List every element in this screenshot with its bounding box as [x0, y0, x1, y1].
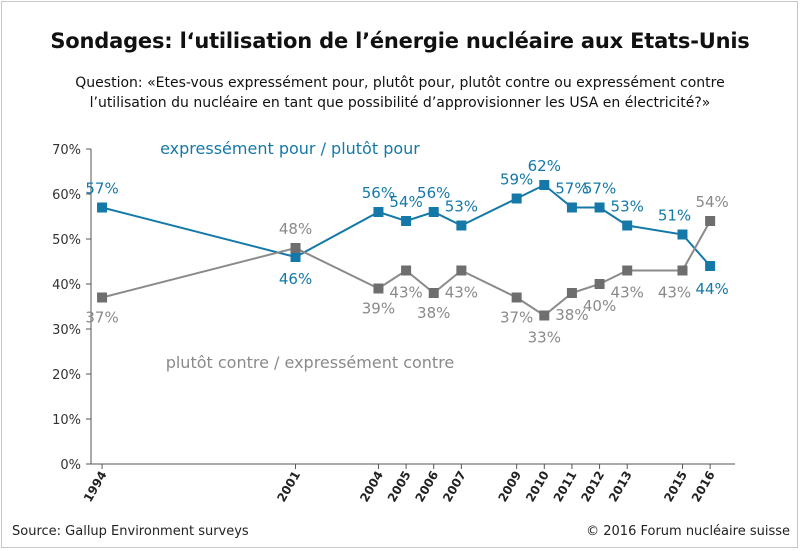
data-label: 62%	[528, 157, 561, 175]
data-point-marker	[401, 216, 412, 226]
x-tick-label: 2010	[523, 469, 552, 505]
data-point-marker	[428, 207, 439, 217]
y-tick-label: 50%	[52, 233, 81, 248]
data-point-marker	[677, 265, 688, 276]
data-label: 43%	[445, 284, 478, 302]
data-label: 43%	[611, 284, 644, 302]
x-tick-label: 2012	[578, 469, 607, 505]
x-tick-label: 2009	[495, 469, 524, 505]
data-label: 57%	[85, 180, 118, 198]
data-point-marker	[705, 216, 716, 226]
data-point-marker	[511, 292, 522, 303]
y-tick-label: 10%	[52, 413, 81, 428]
data-point-marker	[373, 283, 384, 294]
y-tick-label: 20%	[52, 368, 81, 383]
data-label: 48%	[279, 220, 312, 238]
data-point-marker	[677, 229, 688, 240]
data-point-marker	[290, 252, 301, 262]
survey-question-line-1: Question: «Etes-vous expressément pour, …	[75, 75, 725, 91]
series-label-1: expressément pour / plutôt pour	[160, 139, 420, 158]
data-label: 37%	[500, 309, 533, 327]
copyright-note: © 2016 Forum nucléaire suisse	[586, 524, 790, 539]
x-tick-label: 2005	[385, 469, 414, 505]
series-label-2: plutôt contre / expressément contre	[166, 353, 455, 372]
source-note: Source: Gallup Environment surveys	[12, 524, 249, 539]
data-label: 38%	[555, 306, 588, 324]
survey-question-line-2: l’utilisation du nucléaire en tant que p…	[89, 95, 711, 111]
data-point-marker	[705, 261, 716, 271]
data-point-marker	[401, 265, 412, 276]
y-tick-label: 30%	[52, 323, 81, 338]
data-label: 54%	[389, 193, 422, 211]
chart-title: Sondages: l‘utilisation de l’énergie nuc…	[50, 29, 750, 53]
data-label: 57%	[583, 180, 616, 198]
data-label: 33%	[528, 329, 561, 347]
x-tick-label: 2007	[440, 469, 469, 505]
x-tick-label: 2001	[274, 469, 303, 505]
data-label: 43%	[658, 284, 691, 302]
data-label: 44%	[695, 280, 728, 298]
data-point-marker	[456, 265, 467, 276]
data-point-marker	[622, 265, 633, 276]
y-tick-label: 70%	[52, 143, 81, 158]
y-tick-label: 0%	[60, 458, 81, 473]
data-point-marker	[622, 220, 633, 231]
data-point-marker	[428, 288, 439, 298]
x-tick-label: 2013	[606, 469, 635, 505]
data-point-marker	[290, 243, 301, 253]
y-tick-label: 40%	[52, 278, 81, 293]
data-label: 54%	[695, 193, 728, 211]
data-label: 53%	[445, 198, 478, 216]
data-point-marker	[539, 310, 550, 321]
data-label: 37%	[85, 309, 118, 327]
y-tick-label: 60%	[52, 188, 81, 203]
data-point-marker	[97, 202, 108, 213]
x-tick-label: 2004	[357, 469, 386, 505]
data-label: 56%	[417, 184, 450, 202]
x-tick-label: 2015	[661, 469, 690, 505]
x-tick-label: 2006	[413, 469, 442, 505]
data-point-marker	[566, 202, 577, 213]
data-label: 46%	[279, 270, 312, 288]
data-label: 56%	[362, 184, 395, 202]
data-label: 51%	[658, 207, 691, 225]
data-point-marker	[539, 180, 550, 190]
data-label: 39%	[362, 300, 395, 318]
x-tick-label: 2016	[689, 469, 718, 505]
data-label: 57%	[555, 180, 588, 198]
data-point-marker	[373, 207, 384, 217]
x-tick-label: 2011	[551, 469, 580, 505]
data-point-marker	[511, 193, 522, 204]
data-label: 40%	[583, 297, 616, 315]
data-point-marker	[456, 220, 467, 231]
data-label: 38%	[417, 304, 450, 322]
data-label: 53%	[611, 198, 644, 216]
data-label: 43%	[389, 284, 422, 302]
data-point-marker	[594, 202, 605, 213]
survey-question: Question: «Etes-vous expressément pour, …	[40, 73, 760, 113]
data-point-marker	[566, 288, 577, 298]
data-point-marker	[594, 279, 605, 289]
data-label: 59%	[500, 171, 533, 189]
data-point-marker	[97, 292, 108, 303]
x-tick-label: 1994	[81, 469, 110, 505]
